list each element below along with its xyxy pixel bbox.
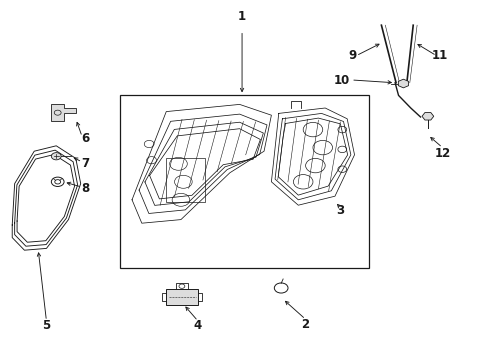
Text: 12: 12 (433, 147, 450, 159)
Bar (166, 289, 198, 305)
Text: 8: 8 (81, 183, 89, 195)
Text: 2: 2 (301, 318, 309, 330)
Text: 3: 3 (335, 204, 343, 217)
Text: 4: 4 (194, 319, 202, 332)
Circle shape (51, 153, 61, 160)
Bar (120, 95, 368, 268)
Text: 1: 1 (238, 10, 245, 23)
Text: 7: 7 (81, 157, 89, 170)
Text: 5: 5 (42, 319, 50, 332)
Polygon shape (51, 104, 76, 121)
Bar (166, 158, 205, 202)
Text: 11: 11 (431, 49, 447, 62)
Text: 10: 10 (333, 75, 350, 87)
Text: 9: 9 (347, 49, 355, 62)
Text: 6: 6 (81, 132, 89, 145)
